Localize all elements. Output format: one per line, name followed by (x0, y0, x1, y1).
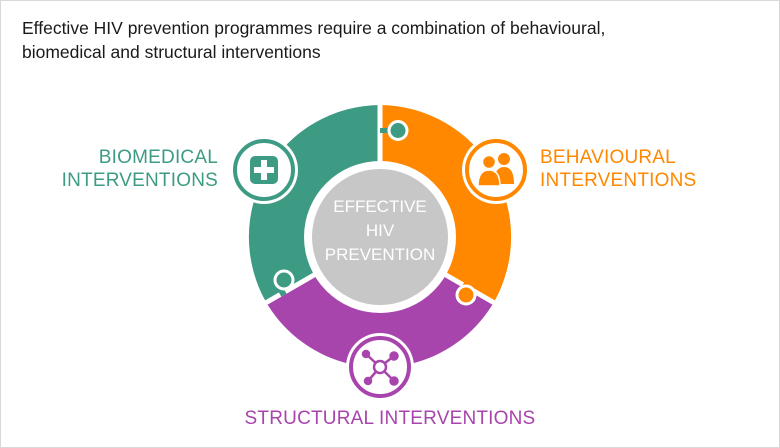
center-line-1: EFFECTIVE (333, 197, 427, 216)
behavioural-label-line-1: BEHAVIOURAL (540, 147, 676, 168)
behavioural-label-line-2: INTERVENTIONS (540, 170, 697, 191)
puzzle-knob-top (380, 120, 409, 141)
structural-badge (346, 333, 414, 401)
structural-label-line-1: STRUCTURAL INTERVENTIONS (244, 408, 536, 429)
center-line-2: HIV (366, 221, 395, 240)
headline-line-1: Effective HIV prevention programmes requ… (22, 18, 606, 38)
center-circle (312, 169, 448, 305)
puzzle-knob-left (273, 269, 295, 297)
network-icon (361, 349, 399, 386)
people-icon (477, 153, 514, 187)
plus-icon (250, 156, 278, 184)
behavioural-badge (462, 136, 530, 204)
puzzle-knob-right (455, 279, 477, 306)
biomedical-label: BIOMEDICAL INTERVENTIONS (62, 146, 218, 192)
biomedical-label-line-2: INTERVENTIONS (61, 170, 218, 191)
biomedical-label-line-1: BIOMEDICAL (98, 147, 218, 168)
headline: Effective HIV prevention programmes requ… (22, 16, 762, 64)
structural-label: STRUCTURAL INTERVENTIONS (0, 407, 780, 430)
behavioural-label: BEHAVIOURAL INTERVENTIONS (540, 146, 696, 192)
headline-line-2: biomedical and structural interventions (22, 42, 321, 62)
center-line-3: PREVENTION (325, 245, 436, 264)
biomedical-badge (230, 136, 298, 204)
